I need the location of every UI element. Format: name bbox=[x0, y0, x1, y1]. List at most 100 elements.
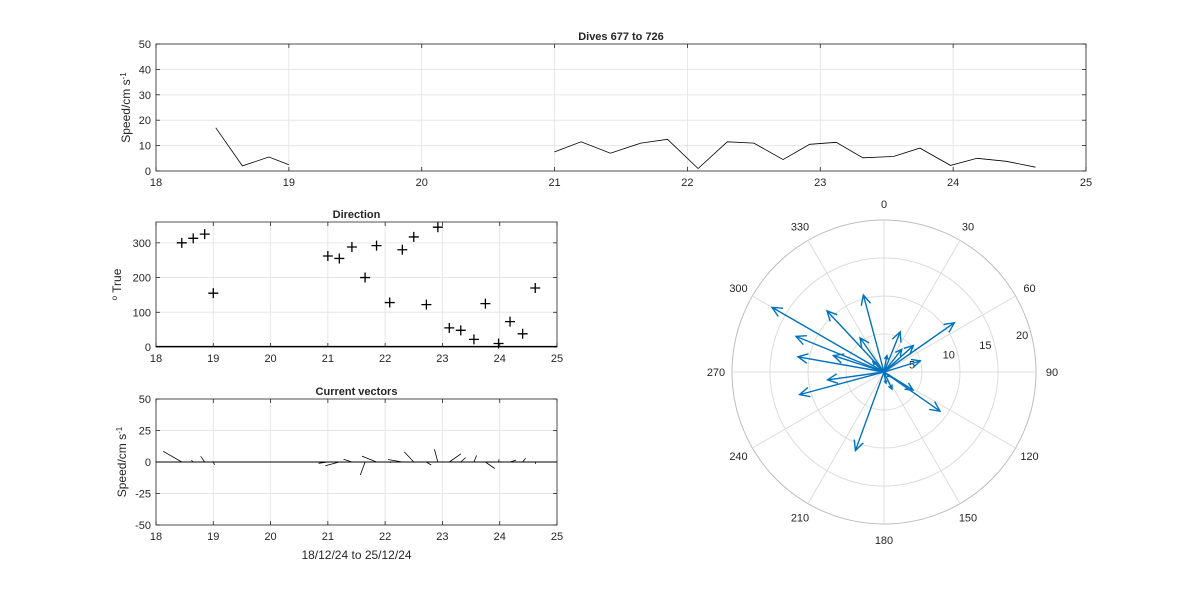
current-vector bbox=[212, 461, 215, 466]
polar-spoke bbox=[883, 371, 961, 504]
current-vector bbox=[522, 457, 526, 463]
x-tick-label: 24 bbox=[494, 531, 506, 543]
theta-tick-label: 0 bbox=[881, 199, 887, 211]
direction-point bbox=[188, 233, 199, 244]
chart-title: Dives 677 to 726 bbox=[578, 31, 664, 43]
current-vector bbox=[343, 458, 353, 463]
y-axis-label: Speed/cm s-1 bbox=[115, 426, 130, 497]
compass-arrow bbox=[883, 371, 893, 391]
chart-title: Current vectors bbox=[316, 386, 398, 398]
speed-axes: 18 19 20 21 22 23 24 25 0 10 20 30 40 50 Dives 677 to … bbox=[119, 31, 1093, 189]
current-vector bbox=[191, 459, 194, 463]
polar-axes: 0 30 60 90 120 150 180 210 240 270 300 330 5 10 15 20 bbox=[707, 199, 1058, 547]
direction-point bbox=[505, 316, 516, 327]
current-vector bbox=[426, 461, 432, 466]
direction-point bbox=[371, 240, 382, 251]
y-tick-label: 100 bbox=[133, 307, 151, 319]
compass-arrow bbox=[825, 309, 885, 373]
x-tick-label: 18 bbox=[150, 353, 162, 365]
direction-point bbox=[432, 222, 443, 233]
compass-arrow bbox=[798, 371, 885, 398]
direction-point bbox=[334, 253, 345, 264]
x-tick-label: 21 bbox=[322, 353, 334, 365]
x-tick-label: 25 bbox=[551, 531, 563, 543]
x-tick-label: 18 bbox=[150, 531, 162, 543]
r-tick-label: 20 bbox=[1016, 330, 1028, 342]
x-tick-label: 20 bbox=[264, 353, 276, 365]
x-tick-label: 24 bbox=[494, 353, 506, 365]
theta-tick-label: 330 bbox=[791, 222, 809, 234]
current-vector bbox=[359, 461, 366, 476]
current-vector bbox=[318, 461, 328, 464]
direction-point bbox=[530, 282, 541, 293]
compass-arrow bbox=[883, 321, 956, 373]
compass-arrow bbox=[883, 344, 915, 373]
polar-spoke bbox=[807, 371, 885, 504]
direction-point bbox=[444, 322, 455, 333]
vectors-axes: 18 19 20 21 22 23 24 25 -50 -25 0 25 50 Current vecto… bbox=[115, 386, 564, 562]
plot-area bbox=[156, 222, 557, 347]
y-axis-label-main: True bbox=[110, 268, 124, 293]
theta-tick-label: 60 bbox=[1023, 283, 1035, 295]
y-axis-label-main: Speed/cm s bbox=[119, 79, 133, 142]
direction-point bbox=[421, 299, 432, 310]
theta-tick-label: 30 bbox=[962, 222, 974, 234]
r-tick-label: 10 bbox=[943, 350, 955, 362]
theta-tick-label: 270 bbox=[707, 367, 725, 379]
x-axis-label: 18/12/24 to 25/12/24 bbox=[301, 548, 411, 562]
current-vector bbox=[387, 459, 403, 463]
theta-tick-label: 300 bbox=[729, 283, 747, 295]
compass-arrow bbox=[860, 293, 885, 373]
direction-point bbox=[346, 242, 357, 252]
x-tick-label: 22 bbox=[379, 353, 391, 365]
compass-arrow bbox=[770, 306, 885, 373]
y-tick-label: 200 bbox=[133, 273, 151, 285]
r-tick-label: 5 bbox=[909, 359, 915, 371]
x-tick-label: 22 bbox=[379, 531, 391, 543]
direction-point bbox=[208, 288, 219, 299]
current-vector bbox=[404, 451, 415, 463]
direction-point bbox=[384, 297, 395, 308]
x-tick-label: 19 bbox=[207, 531, 219, 543]
theta-tick-label: 90 bbox=[1046, 367, 1058, 379]
theta-tick-label: 120 bbox=[1020, 451, 1038, 463]
current-vector bbox=[473, 455, 477, 463]
x-tick-label: 23 bbox=[436, 353, 448, 365]
polar-spoke bbox=[883, 295, 1016, 373]
y-tick-label: 40 bbox=[139, 64, 151, 76]
x-tick-label: 19 bbox=[283, 177, 295, 189]
direction-point bbox=[517, 328, 528, 339]
compass-arrow bbox=[883, 371, 942, 413]
y-axis-label-sup: o bbox=[110, 295, 119, 300]
x-tick-label: 21 bbox=[322, 531, 334, 543]
y-tick-label: 20 bbox=[139, 115, 151, 127]
y-tick-label: 0 bbox=[145, 342, 151, 354]
current-vector bbox=[460, 457, 466, 463]
current-vector bbox=[325, 461, 340, 467]
direction-point bbox=[322, 251, 333, 262]
direction-point bbox=[455, 325, 466, 336]
y-tick-label: 10 bbox=[139, 141, 151, 153]
x-tick-label: 24 bbox=[947, 177, 959, 189]
x-tick-label: 23 bbox=[436, 531, 448, 543]
y-tick-label: 30 bbox=[139, 90, 151, 102]
x-tick-label: 19 bbox=[207, 353, 219, 365]
compass-arrow bbox=[883, 371, 888, 385]
polar-spoke bbox=[807, 240, 885, 373]
chart-title: Direction bbox=[333, 209, 381, 221]
current-vector bbox=[163, 450, 182, 463]
direction-point bbox=[360, 272, 371, 283]
y-tick-label: 0 bbox=[145, 457, 151, 469]
theta-tick-label: 150 bbox=[959, 512, 977, 524]
current-vector bbox=[389, 461, 391, 464]
compass-arrow bbox=[796, 353, 885, 373]
polar-spoke bbox=[883, 240, 961, 373]
axes-box bbox=[155, 43, 1087, 172]
speed-series-line bbox=[554, 138, 1036, 170]
theta-tick-label: 180 bbox=[875, 535, 893, 547]
direction-axes: 18 19 20 21 22 23 24 25 0 100 200 300 Direction o Tru… bbox=[110, 209, 564, 365]
direction-point bbox=[176, 237, 187, 248]
compass-arrow bbox=[883, 353, 889, 373]
direction-point bbox=[468, 334, 479, 345]
current-vector bbox=[485, 461, 495, 469]
